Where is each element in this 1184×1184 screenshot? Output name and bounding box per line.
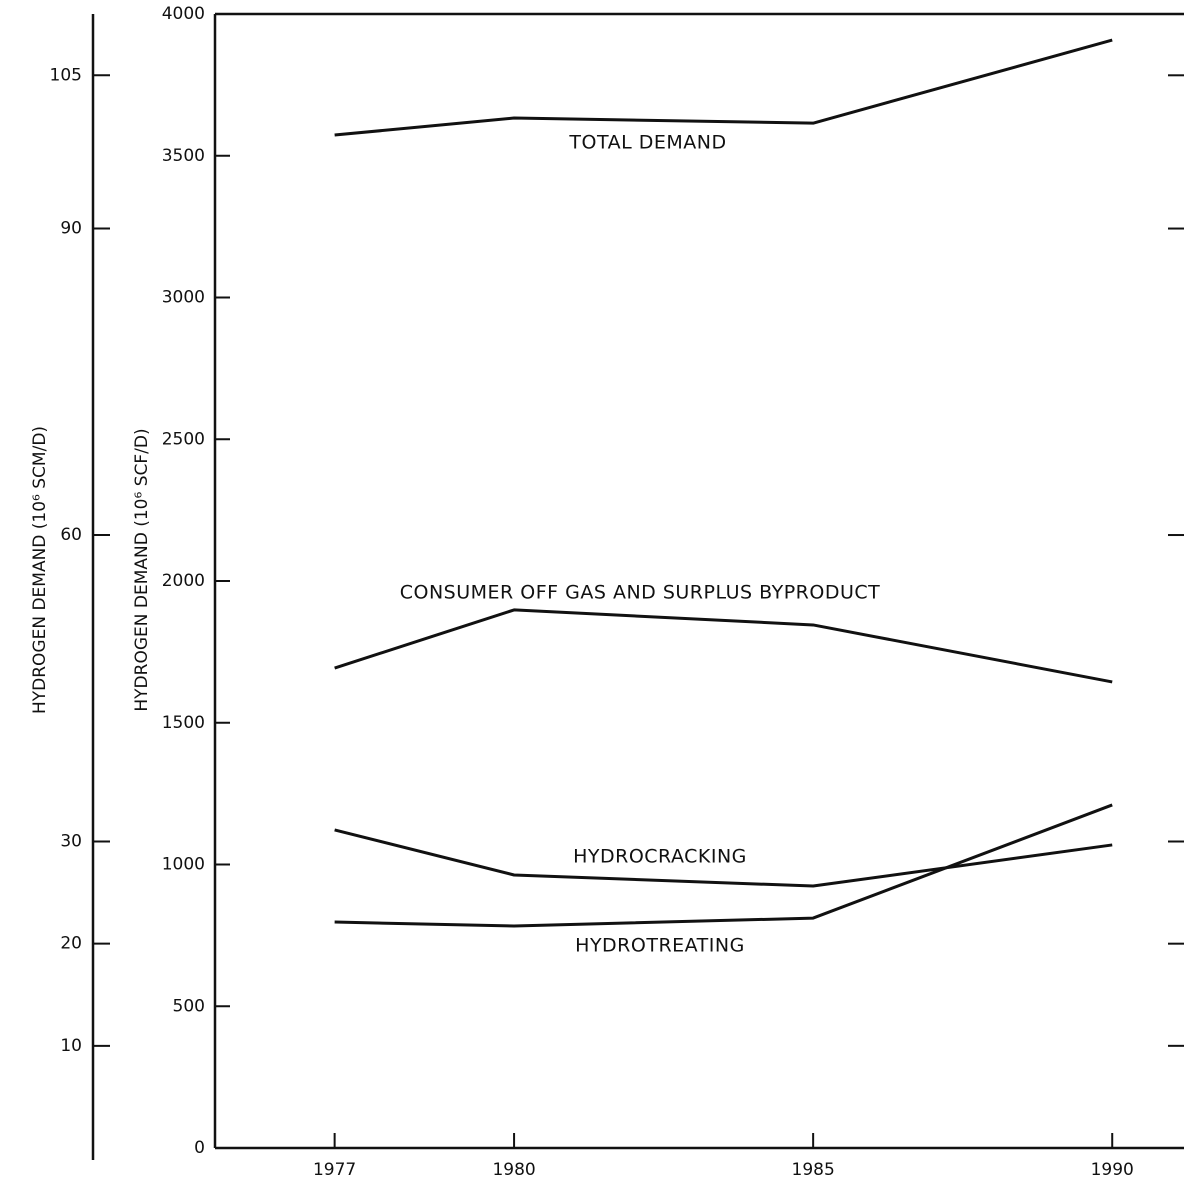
x-tick-label: 1980 — [492, 1160, 535, 1180]
y-tick-label: 2000 — [162, 571, 205, 591]
series-line — [334, 608, 1113, 684]
y-tick-label: 1000 — [162, 855, 205, 875]
series-line — [334, 828, 1113, 888]
y-axis-label: HYDROGEN DEMAND (10⁶ SCF/D) — [132, 428, 152, 711]
series-label: HYDROTREATING — [575, 935, 745, 957]
series-line — [334, 803, 1113, 928]
x-tick-label: 1985 — [792, 1160, 835, 1180]
series-label: TOTAL DEMAND — [568, 132, 726, 154]
series-label: CONSUMER OFF GAS AND SURPLUS BYPRODUCT — [400, 582, 881, 604]
y2-axis-label: HYDROGEN DEMAND (10⁶ SCM/D) — [30, 426, 50, 714]
y2-tick-label: 10 — [60, 1036, 82, 1056]
series-label: HYDROCRACKING — [573, 846, 747, 868]
y2-tick-label: 105 — [50, 65, 82, 85]
x-tick-label: 1990 — [1091, 1160, 1134, 1180]
y-tick-label: 3000 — [162, 288, 205, 308]
y-tick-label: 3500 — [162, 146, 205, 166]
y-tick-label: 0 — [194, 1138, 205, 1158]
y2-tick-label: 20 — [60, 934, 82, 954]
y-tick-label: 4000 — [162, 4, 205, 24]
y-tick-label: 1500 — [162, 713, 205, 733]
y2-tick-label: 60 — [60, 525, 82, 545]
series-line — [334, 38, 1113, 137]
y-tick-label: 2500 — [162, 429, 205, 449]
y-tick-label: 500 — [173, 996, 205, 1016]
x-tick-label: 1977 — [313, 1160, 356, 1180]
y2-tick-label: 30 — [60, 832, 82, 852]
y2-tick-label: 90 — [60, 219, 82, 239]
